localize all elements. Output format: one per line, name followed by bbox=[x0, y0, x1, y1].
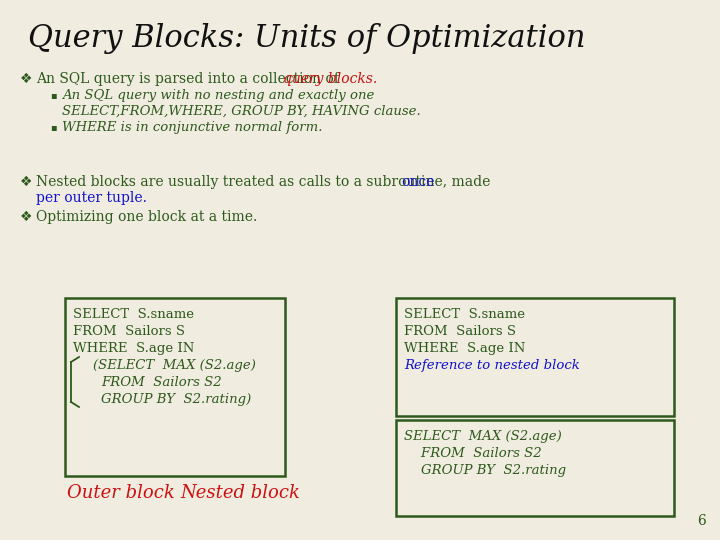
Bar bbox=[396, 420, 674, 516]
Text: FROM  Sailors S: FROM Sailors S bbox=[73, 325, 185, 338]
Text: FROM  Sailors S2: FROM Sailors S2 bbox=[101, 376, 222, 389]
Text: SELECT  S.sname: SELECT S.sname bbox=[73, 308, 194, 321]
Text: 6: 6 bbox=[697, 514, 706, 528]
Text: Nested block: Nested block bbox=[180, 484, 300, 502]
Text: SELECT  MAX (S2.age): SELECT MAX (S2.age) bbox=[404, 430, 562, 443]
Text: FROM  Sailors S: FROM Sailors S bbox=[404, 325, 516, 338]
Bar bbox=[396, 298, 674, 416]
Text: WHERE  S.age IN: WHERE S.age IN bbox=[404, 342, 526, 355]
Text: once: once bbox=[401, 175, 435, 189]
Text: Optimizing one block at a time.: Optimizing one block at a time. bbox=[36, 210, 257, 224]
Text: FROM  Sailors S2: FROM Sailors S2 bbox=[404, 447, 541, 460]
Text: Query Blocks: Units of Optimization: Query Blocks: Units of Optimization bbox=[28, 23, 585, 53]
Text: Outer block: Outer block bbox=[67, 484, 175, 502]
Text: SELECT  S.sname: SELECT S.sname bbox=[404, 308, 525, 321]
Text: GROUP BY  S2.rating): GROUP BY S2.rating) bbox=[101, 393, 251, 406]
Text: ▪: ▪ bbox=[50, 122, 57, 132]
Text: (SELECT  MAX (S2.age): (SELECT MAX (S2.age) bbox=[93, 359, 256, 372]
Text: Nested blocks are usually treated as calls to a subroutine, made: Nested blocks are usually treated as cal… bbox=[36, 175, 495, 189]
Text: Reference to nested block: Reference to nested block bbox=[404, 359, 580, 372]
Text: ❖: ❖ bbox=[20, 175, 32, 189]
Text: SELECT,FROM,WHERE, GROUP BY, HAVING clause.: SELECT,FROM,WHERE, GROUP BY, HAVING clau… bbox=[62, 105, 420, 118]
Text: ❖: ❖ bbox=[20, 210, 32, 224]
Text: ▪: ▪ bbox=[50, 90, 57, 100]
Text: An SQL query is parsed into a collection of: An SQL query is parsed into a collection… bbox=[36, 72, 343, 86]
Bar bbox=[65, 298, 285, 476]
Text: An SQL query with no nesting and exactly one: An SQL query with no nesting and exactly… bbox=[62, 89, 374, 102]
Text: ❖: ❖ bbox=[20, 72, 32, 86]
Text: per outer tuple.: per outer tuple. bbox=[36, 191, 147, 205]
Text: WHERE is in conjunctive normal form.: WHERE is in conjunctive normal form. bbox=[62, 121, 323, 134]
Text: WHERE  S.age IN: WHERE S.age IN bbox=[73, 342, 194, 355]
Text: query blocks.: query blocks. bbox=[283, 72, 377, 86]
Text: GROUP BY  S2.rating: GROUP BY S2.rating bbox=[404, 464, 566, 477]
